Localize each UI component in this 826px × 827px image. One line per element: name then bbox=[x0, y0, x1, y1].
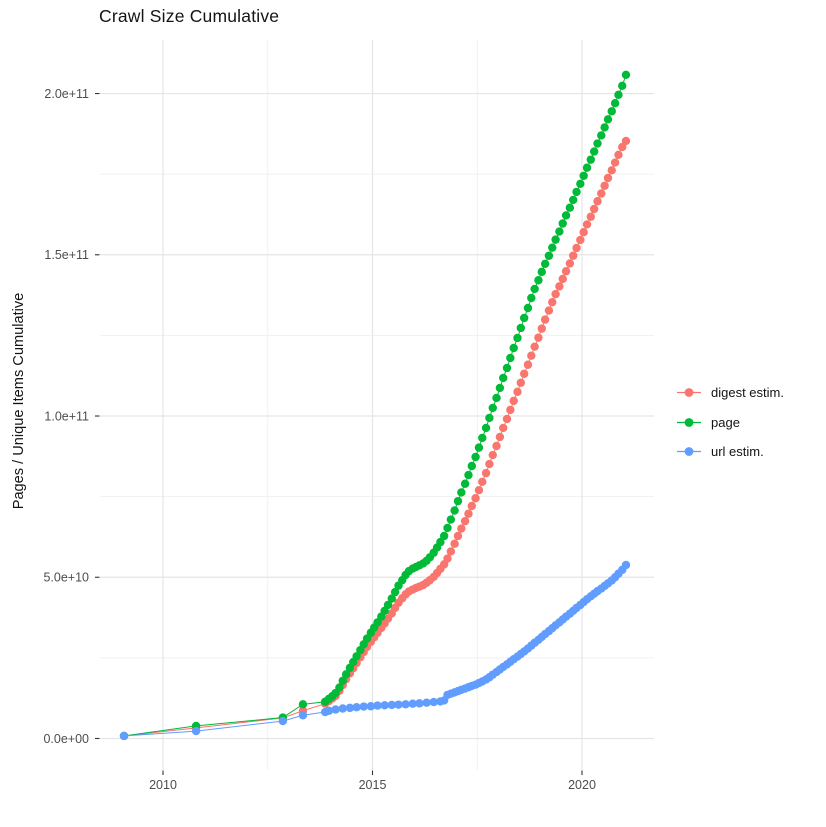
y-tick-label: 5.0e+10 bbox=[43, 571, 89, 585]
gridlines-major bbox=[100, 40, 654, 770]
legend-key-page-icon bbox=[677, 417, 701, 427]
x-tick-labels: 2010 2015 2020 bbox=[149, 778, 596, 792]
legend-entry-url-estim: url estim. bbox=[676, 437, 784, 467]
legend-entry-page: page bbox=[676, 408, 784, 438]
legend-entry-digest-estim: digest estim. bbox=[676, 378, 784, 408]
series-page bbox=[119, 70, 631, 741]
legend-label-digest-estim: digest estim. bbox=[711, 385, 784, 401]
legend-key-digest-estim-icon bbox=[677, 388, 701, 398]
y-tick-labels: 0.0e+00 5.0e+10 1.0e+11 1.5e+11 2.0e+11 bbox=[43, 87, 89, 746]
series-digest-estim bbox=[119, 136, 631, 741]
y-tick-label: 1.0e+11 bbox=[44, 409, 89, 423]
y-tick-label: 2.0e+11 bbox=[44, 87, 89, 101]
legend-label-page: page bbox=[711, 414, 740, 430]
y-axis-title-text: Pages / Unique Items Cumulative bbox=[11, 292, 27, 510]
x-tick-label: 2015 bbox=[359, 778, 387, 792]
legend: digest estim. page url estim. bbox=[676, 378, 784, 467]
legend-label-url-estim: url estim. bbox=[711, 444, 764, 460]
legend-key-url-estim-icon bbox=[677, 447, 701, 457]
x-tick-label: 2010 bbox=[149, 778, 177, 792]
x-tick-label: 2020 bbox=[568, 778, 596, 792]
chart-title: Crawl Size Cumulative bbox=[99, 6, 280, 26]
y-tick-label: 0.0e+00 bbox=[43, 732, 89, 746]
series-url-estim bbox=[119, 560, 631, 741]
axis-tick-marks bbox=[95, 92, 583, 775]
gridlines-minor bbox=[100, 40, 654, 770]
y-tick-label: 1.5e+11 bbox=[44, 248, 89, 262]
